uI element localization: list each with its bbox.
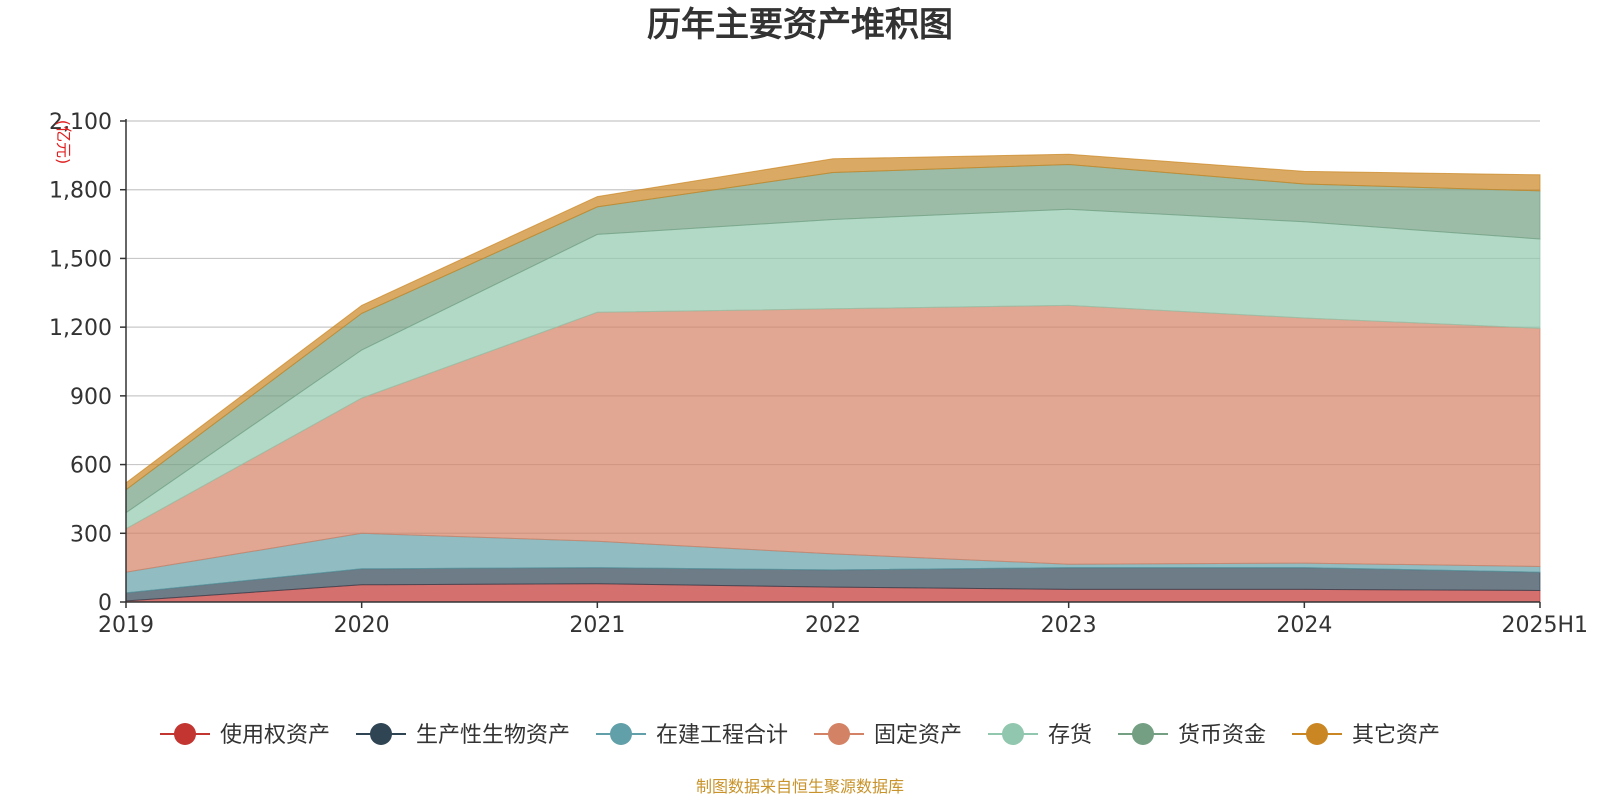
legend-item-1[interactable]: 生产性生物资产 (356, 723, 570, 748)
x-tick-label: 2023 (1041, 613, 1097, 638)
legend-marker-icon (1306, 723, 1328, 745)
legend-label: 在建工程合计 (656, 723, 788, 748)
legend-label: 使用权资产 (220, 723, 330, 748)
area-series-6 (125, 153, 1541, 491)
source-note: 制图数据来自恒生聚源数据库 (696, 777, 904, 796)
y-tick-label: 1,500 (49, 247, 112, 272)
legend-label: 货币资金 (1178, 723, 1266, 748)
legend-marker-icon (174, 723, 196, 745)
chart-title: 历年主要资产堆积图 (647, 5, 953, 45)
legend-label: 固定资产 (874, 723, 962, 748)
legend-item-4[interactable]: 存货 (988, 723, 1092, 748)
area-layer (125, 153, 1541, 603)
y-axis-unit-label: (亿元) (54, 120, 73, 165)
x-tick-label: 2020 (334, 613, 390, 638)
legend-marker-icon (370, 723, 392, 745)
legend-item-2[interactable]: 在建工程合计 (596, 723, 788, 748)
y-tick-label: 900 (70, 385, 112, 410)
y-tick-label: 300 (70, 522, 112, 547)
x-tick-label: 2024 (1276, 613, 1332, 638)
y-tick-label: 0 (98, 591, 112, 616)
x-tick-label: 2021 (569, 613, 625, 638)
legend-label: 其它资产 (1352, 723, 1440, 748)
x-tick-label: 2025H1 (1501, 613, 1588, 638)
legend-marker-icon (828, 723, 850, 745)
legend-marker-icon (1132, 723, 1154, 745)
y-tick-label: 2,100 (49, 110, 112, 135)
axis-layer: 0 300 600 900 1,200 1,500 1,800 2,100 2019 2020 20… (49, 110, 1588, 638)
legend-marker-icon (1002, 723, 1024, 745)
y-tick-label: 600 (70, 454, 112, 479)
y-tick-label: 1,800 (49, 179, 112, 204)
legend-item-5[interactable]: 货币资金 (1118, 723, 1266, 748)
legend-item-6[interactable]: 其它资产 (1292, 723, 1440, 748)
y-tick-label: 1,200 (49, 316, 112, 341)
x-tick-label: 2022 (805, 613, 861, 638)
legend-label: 存货 (1048, 723, 1092, 748)
legend-label: 生产性生物资产 (416, 723, 570, 748)
legend-item-0[interactable]: 使用权资产 (160, 723, 330, 748)
legend: 使用权资产 生产性生物资产 在建工程合计 固定资产 存货 货币资金 其它资产 (160, 723, 1440, 748)
legend-item-3[interactable]: 固定资产 (814, 723, 962, 748)
legend-marker-icon (610, 723, 632, 745)
x-tick-label: 2019 (98, 613, 154, 638)
